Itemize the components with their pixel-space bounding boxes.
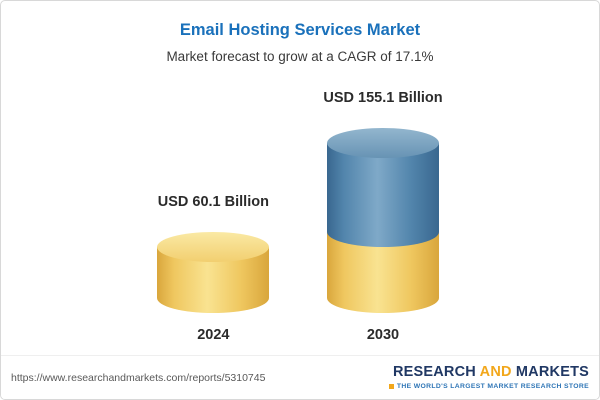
logo-wordmark: RESEARCH AND MARKETS	[389, 364, 589, 381]
footer-url-link[interactable]: https://www.researchandmarkets.com/repor…	[11, 371, 266, 384]
logo-word-and: AND	[479, 364, 512, 381]
footer: https://www.researchandmarkets.com/repor…	[1, 355, 599, 399]
page-subtitle: Market forecast to grow at a CAGR of 17.…	[166, 49, 434, 64]
value-label-2024: USD 60.1 Billion	[157, 194, 269, 210]
logo-tagline-text: THE WORLD'S LARGEST MARKET RESEARCH STOR…	[396, 382, 589, 390]
bar-2030: USD 155.1 Billion 2030	[323, 90, 442, 343]
logo-tagline-row: THE WORLD'S LARGEST MARKET RESEARCH STOR…	[388, 382, 589, 391]
cylinder-top-ellipse-2030	[326, 128, 439, 158]
logo-word-markets: MARKETS	[515, 364, 589, 381]
cylinder-2030	[326, 128, 439, 313]
cylinder-2024	[157, 232, 270, 313]
value-label-2030: USD 155.1 Billion	[323, 90, 443, 106]
logo: RESEARCH AND MARKETS THE WORLD'S LARGEST…	[388, 364, 589, 391]
tagline-bullet-icon	[388, 384, 394, 390]
chart-plot-area: USD 60.1 Billion 2024 USD 155.1 Billion …	[1, 90, 599, 343]
logo-word-research: RESEARCH	[392, 364, 476, 381]
bar-2024: USD 60.1 Billion 2024	[157, 194, 270, 343]
category-label-2024: 2024	[197, 327, 230, 343]
category-label-2030: 2030	[366, 327, 400, 343]
cylinder-blue-segment-2030	[326, 143, 439, 247]
page-title: Email Hosting Services Market	[179, 21, 421, 39]
cylinder-top-ellipse-2024	[157, 232, 270, 262]
